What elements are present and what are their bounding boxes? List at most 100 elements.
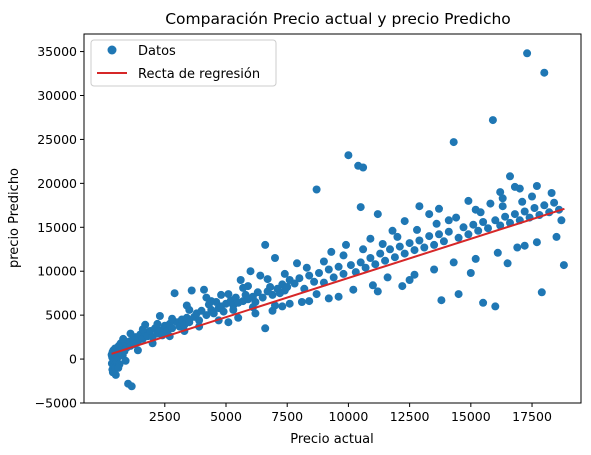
regression-line-layer — [111, 207, 565, 355]
data-point-250 — [339, 251, 348, 260]
y-tick-label-7: 30000 — [37, 88, 77, 103]
data-point-33 — [127, 382, 136, 391]
data-point-259 — [518, 197, 527, 206]
data-point-152 — [520, 207, 529, 216]
data-point-128 — [405, 239, 414, 248]
y-tick-label-1: 0 — [69, 352, 77, 367]
legend: Datos Recta de regresión — [90, 39, 277, 87]
data-point-168 — [373, 287, 382, 296]
data-point-155 — [530, 204, 539, 212]
data-point-189 — [464, 196, 473, 205]
data-point-236 — [111, 370, 120, 379]
data-point-257 — [476, 208, 485, 217]
data-point-117 — [356, 258, 365, 267]
data-point-209 — [400, 217, 409, 226]
data-point-104 — [310, 277, 319, 286]
data-point-172 — [278, 302, 287, 311]
data-point-185 — [493, 248, 502, 257]
data-point-105 — [312, 185, 321, 194]
data-point-243 — [207, 297, 216, 306]
data-point-120 — [366, 254, 375, 262]
data-point-234 — [121, 356, 130, 365]
data-point-192 — [532, 182, 541, 190]
data-point-136 — [444, 227, 453, 236]
data-point-109 — [329, 273, 338, 282]
data-point-110 — [334, 262, 343, 271]
data-point-248 — [302, 263, 311, 272]
data-point-196 — [435, 204, 443, 213]
data-point-258 — [498, 202, 507, 211]
data-point-193 — [506, 172, 514, 181]
data-point-203 — [155, 312, 164, 320]
data-point-83 — [246, 267, 255, 276]
data-point-216 — [547, 189, 556, 197]
data-point-219 — [503, 259, 512, 268]
x-axis: 2500 5000 7500 10000 12500 15000 17500 — [149, 403, 552, 424]
data-point-208 — [342, 240, 350, 249]
data-point-108 — [324, 265, 333, 274]
legend-marker-datos — [107, 45, 117, 55]
x-tick-label-1: 5000 — [210, 409, 242, 424]
data-point-131 — [420, 243, 429, 252]
data-point-177 — [285, 299, 294, 308]
data-point-256 — [452, 213, 461, 222]
data-point-98 — [283, 283, 292, 291]
data-point-100 — [290, 279, 299, 288]
data-point-247 — [280, 269, 289, 278]
data-point-241 — [168, 314, 177, 323]
data-point-112 — [344, 151, 353, 160]
data-point-162 — [559, 261, 568, 270]
data-point-74 — [224, 318, 233, 327]
data-point-125 — [390, 253, 399, 262]
data-point-233 — [133, 346, 142, 355]
data-point-214 — [510, 182, 519, 191]
data-point-187 — [532, 238, 541, 247]
data-point-224 — [305, 297, 314, 306]
data-point-190 — [496, 188, 505, 197]
data-point-122 — [376, 249, 385, 258]
data-point-222 — [368, 281, 377, 290]
chart-title: Comparación Precio actual y precio Predi… — [165, 10, 511, 28]
x-tick-label-4: 12500 — [390, 409, 430, 424]
data-point-255 — [432, 219, 441, 228]
data-point-86 — [253, 288, 262, 297]
data-point-130 — [415, 236, 424, 245]
data-point-179 — [349, 285, 358, 294]
data-point-220 — [466, 269, 475, 277]
data-point-235 — [114, 363, 123, 372]
data-point-223 — [334, 292, 343, 301]
data-point-72 — [219, 307, 228, 316]
data-point-176 — [261, 324, 270, 333]
data-point-249 — [319, 257, 328, 266]
data-point-64 — [200, 285, 208, 294]
data-point-143 — [479, 218, 488, 226]
data-point-121 — [371, 260, 380, 269]
data-points-layer — [107, 49, 568, 391]
data-point-217 — [557, 216, 566, 225]
y-tick-label-8: 35000 — [37, 44, 77, 59]
data-point-141 — [469, 220, 478, 229]
data-point-171 — [297, 298, 306, 306]
data-point-211 — [425, 210, 434, 219]
data-point-134 — [435, 230, 443, 239]
data-point-137 — [449, 138, 458, 147]
data-point-140 — [464, 230, 473, 239]
data-point-163 — [479, 298, 488, 307]
y-axis: −5000 0 5000 10000 15000 20000 25000 30000 35000 — [35, 44, 84, 411]
data-point-252 — [378, 240, 387, 248]
data-point-150 — [510, 210, 519, 219]
legend-label-datos: Datos — [138, 44, 176, 59]
data-point-169 — [398, 282, 407, 291]
data-point-207 — [366, 234, 375, 243]
data-point-188 — [552, 232, 561, 241]
y-tick-label-2: 5000 — [45, 308, 77, 323]
data-point-242 — [185, 305, 194, 314]
data-point-51 — [168, 324, 177, 333]
data-point-240 — [153, 319, 162, 328]
data-point-246 — [263, 275, 272, 284]
data-point-62 — [195, 316, 204, 325]
data-point-201 — [217, 290, 226, 299]
data-point-238 — [126, 329, 135, 338]
data-point-197 — [373, 210, 382, 219]
